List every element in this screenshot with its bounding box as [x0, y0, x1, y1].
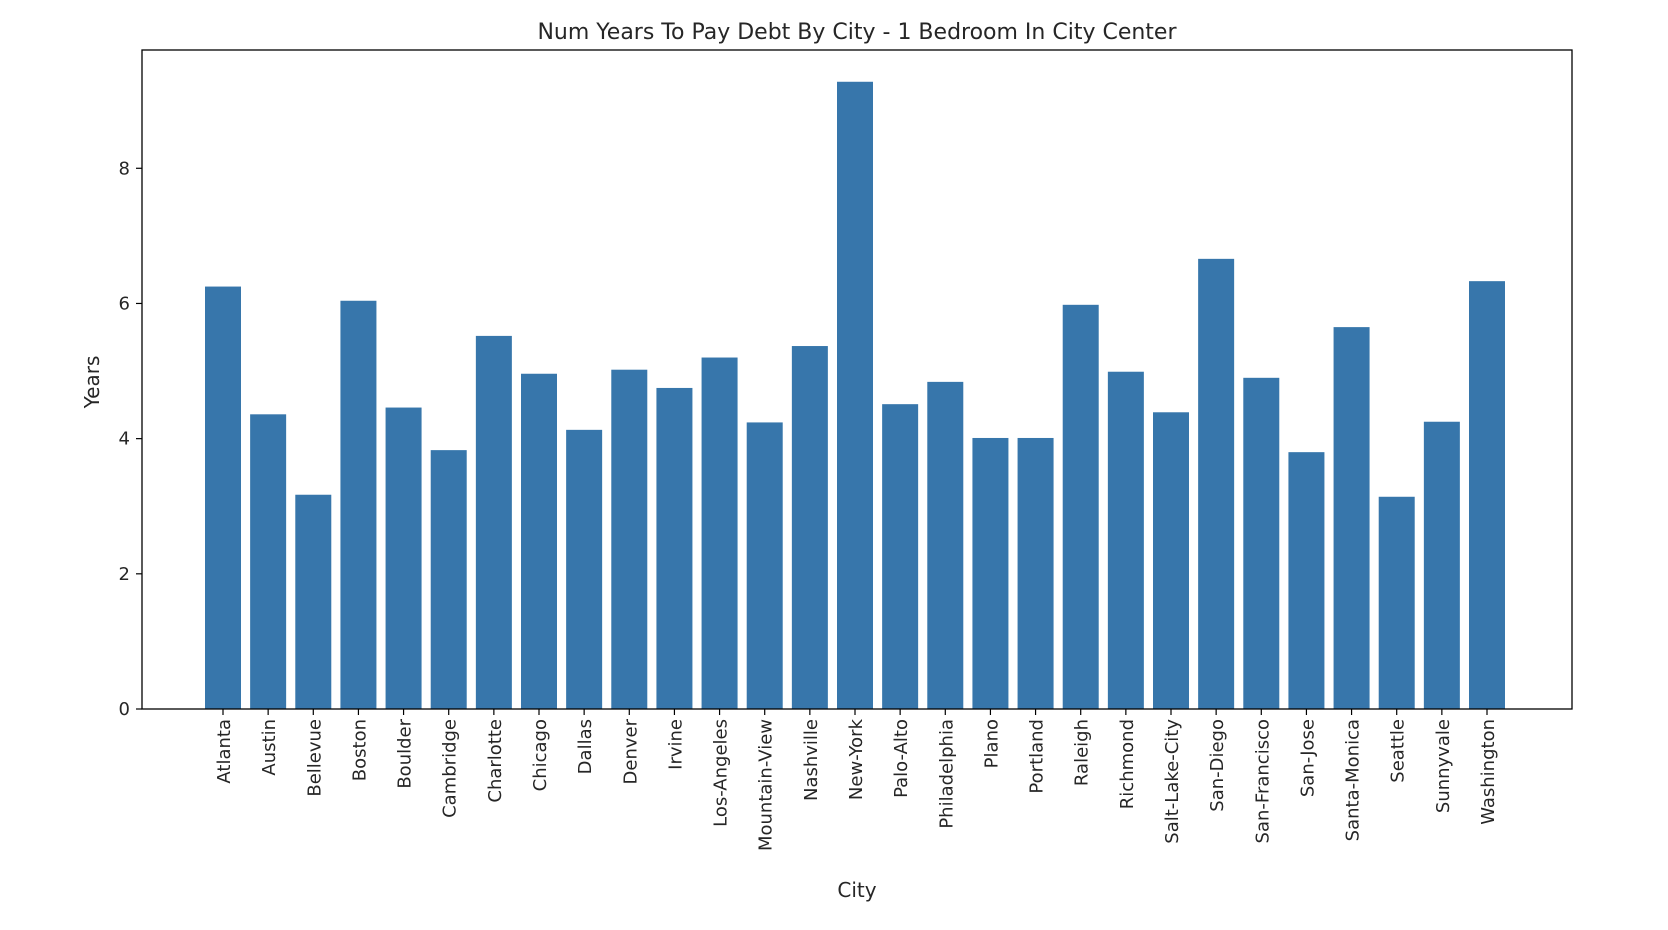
- x-tick-label-charlotte: Charlotte: [485, 719, 506, 803]
- x-tick-label-philadelphia: Philadelphia: [936, 719, 957, 829]
- bar-santa-monica: [1333, 327, 1370, 709]
- x-tick-label-richmond: Richmond: [1117, 719, 1138, 809]
- bar-seattle: [1378, 496, 1415, 709]
- x-tick-label-seattle: Seattle: [1388, 719, 1409, 783]
- x-tick-label-sunnyvale: Sunnyvale: [1433, 719, 1454, 813]
- bar-philadelphia: [927, 381, 964, 709]
- bar-los-angeles: [701, 357, 738, 709]
- bar-austin: [250, 414, 287, 709]
- bar-san-francisco: [1243, 377, 1280, 709]
- y-axis-label: Years: [80, 356, 104, 410]
- bar-boston: [340, 300, 377, 709]
- chart-title: Num Years To Pay Debt By City - 1 Bedroo…: [537, 20, 1177, 45]
- x-tick-label-santa-monica: Santa-Monica: [1343, 719, 1364, 841]
- bar-atlanta: [205, 286, 241, 709]
- x-tick-label-boulder: Boulder: [395, 718, 416, 788]
- x-tick-label-salt-lake-city: Salt-Lake-City: [1162, 719, 1183, 844]
- x-tick-label-austin: Austin: [259, 719, 280, 776]
- bar-nashville: [791, 346, 828, 709]
- x-axis-label: City: [837, 878, 876, 902]
- bar-salt-lake-city: [1153, 412, 1189, 709]
- bar-boulder: [385, 407, 422, 709]
- bar-chicago: [521, 373, 557, 709]
- y-tick-label-6: 6: [119, 293, 130, 314]
- bar-washington: [1469, 281, 1505, 709]
- x-tick-label-palo-alto: Palo-Alto: [891, 719, 912, 798]
- x-tick-label-san-diego: San-Diego: [1207, 719, 1228, 812]
- bar-mountain-view: [746, 422, 783, 709]
- bar-cambridge: [430, 450, 467, 709]
- x-tick-label-dallas: Dallas: [575, 719, 596, 774]
- bars-layer: [205, 81, 1505, 709]
- x-tick-label-raleigh: Raleigh: [1072, 719, 1093, 786]
- x-tick-label-washington: Washington: [1478, 719, 1499, 825]
- bar-new-york: [837, 81, 873, 709]
- x-tick-label-chicago: Chicago: [530, 719, 551, 791]
- x-tick-label-portland: Portland: [1027, 719, 1048, 794]
- x-tick-label-plano: Plano: [981, 719, 1002, 768]
- bar-sunnyvale: [1423, 421, 1460, 709]
- bar-san-diego: [1198, 258, 1235, 709]
- bar-charlotte: [475, 335, 512, 709]
- bar-portland: [1017, 437, 1054, 709]
- x-tick-label-mountain-view: Mountain-View: [756, 719, 777, 851]
- x-tick-label-atlanta: Atlanta: [214, 719, 235, 784]
- x-tick-label-new-york: New-York: [846, 718, 867, 800]
- bar-plano: [972, 437, 1009, 709]
- bar-irvine: [656, 387, 693, 709]
- bar-dallas: [566, 429, 603, 709]
- x-tick-label-cambridge: Cambridge: [440, 719, 461, 818]
- x-tick-label-san-jose: San-Jose: [1297, 719, 1318, 797]
- x-tick-label-boston: Boston: [349, 719, 370, 781]
- bar-bellevue: [295, 494, 332, 709]
- y-tick-label-4: 4: [119, 429, 130, 450]
- bar-denver: [611, 369, 648, 709]
- x-tick-label-los-angeles: Los-Angeles: [711, 719, 732, 827]
- plot-frame: [141, 49, 1573, 710]
- bar-palo-alto: [882, 404, 919, 709]
- bar-raleigh: [1062, 304, 1099, 709]
- x-tick-label-denver: Denver: [620, 718, 641, 784]
- x-tick-label-irvine: Irvine: [665, 719, 686, 770]
- x-tick-label-nashville: Nashville: [801, 719, 822, 801]
- y-tick-label-8: 8: [119, 158, 130, 179]
- y-axis: 0 2 4 6 8: [119, 158, 142, 720]
- x-tick-label-san-francisco: San-Francisco: [1252, 719, 1273, 843]
- y-tick-label-0: 0: [119, 699, 130, 720]
- x-tick-label-bellevue: Bellevue: [304, 719, 325, 797]
- bar-san-jose: [1288, 452, 1325, 709]
- bar-richmond: [1107, 371, 1144, 709]
- y-tick-label-2: 2: [119, 564, 130, 585]
- x-axis: Atlanta Austin Bellevue Boston Boulder Cambri…: [214, 709, 1499, 851]
